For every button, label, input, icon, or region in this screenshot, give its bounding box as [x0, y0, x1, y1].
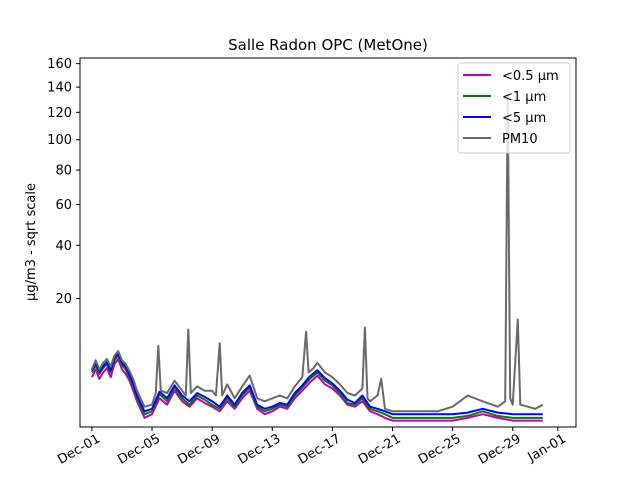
x-tick-label: Dec-05	[115, 431, 163, 467]
y-tick-label: 80	[55, 164, 72, 179]
y-axis: 20 40 60 80 100 120 140 160	[47, 57, 80, 307]
y-axis-label: µg/m3 - sqrt scale	[24, 183, 39, 301]
legend-label: <0.5 µm	[502, 69, 559, 84]
legend: <0.5 µm <1 µm <5 µm PM10	[457, 62, 571, 154]
x-tick-label: Dec-29	[476, 431, 524, 467]
plot-lines	[90, 92, 544, 422]
series-line-2	[91, 352, 543, 416]
series-line-1	[91, 354, 543, 419]
x-tick-label: Dec-01	[55, 431, 103, 467]
plot-frame	[79, 57, 577, 428]
y-tick-label: 60	[55, 198, 72, 213]
series-line-0	[91, 358, 543, 422]
series-line-3	[90, 92, 544, 413]
legend-box	[457, 62, 571, 154]
x-tick-label: Dec-17	[296, 431, 344, 467]
x-tick-label: Jan-01	[525, 431, 569, 465]
x-axis: Dec-01 Dec-05 Dec-09 Dec-13 Dec-17 Dec-21 Dec-…	[55, 427, 569, 468]
legend-label: PM10	[502, 132, 538, 147]
y-tick-label: 100	[47, 133, 72, 148]
x-tick-label: Dec-13	[236, 431, 284, 467]
y-tick-label: 40	[55, 239, 72, 254]
x-tick-label: Dec-09	[175, 431, 223, 467]
y-tick-label: 160	[47, 57, 72, 72]
y-tick-label: 140	[47, 81, 72, 96]
chart-title: Salle Radon OPC (MetOne)	[228, 36, 428, 54]
x-tick-label: Dec-25	[416, 431, 464, 467]
y-tick-label: 120	[47, 106, 72, 121]
legend-label: <1 µm	[502, 90, 546, 105]
y-tick-label: 20	[55, 292, 72, 307]
x-tick-label: Dec-21	[356, 431, 404, 467]
legend-label: <5 µm	[502, 111, 546, 126]
